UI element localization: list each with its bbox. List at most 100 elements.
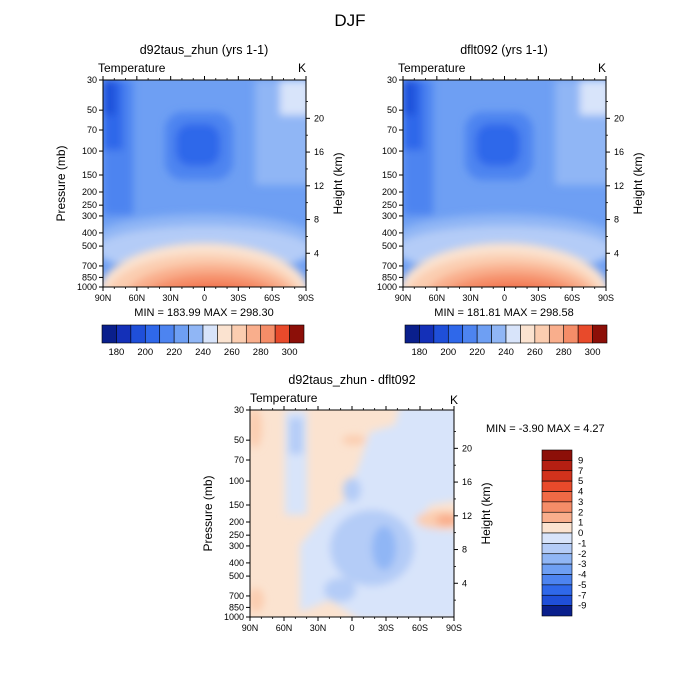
x-tick-label: 90S	[446, 623, 462, 633]
colorbar-box	[541, 584, 573, 596]
colorbar-label: 3	[578, 497, 583, 508]
colorbar-box	[541, 480, 573, 492]
x-tick-label: 90N	[95, 293, 112, 303]
x-tick-label: 30S	[230, 293, 246, 303]
colorbar-label: 200	[440, 347, 456, 358]
colorbar-box	[541, 522, 573, 534]
colorbar-box	[231, 324, 247, 344]
x-tick-label: 90N	[395, 293, 412, 303]
panel-2-contour-field	[403, 80, 606, 287]
panel-1: d92taus_zhun (yrs 1-1) Temperature K	[54, 43, 345, 358]
y-tick-label: 250	[229, 530, 244, 540]
colorbar-label: 1	[578, 518, 583, 529]
colorbar-box	[289, 324, 305, 344]
y-right-tick-label: 12	[614, 181, 624, 191]
colorbar-box	[404, 324, 420, 344]
colorbar-box	[541, 563, 573, 575]
y-tick-label: 850	[382, 272, 397, 282]
panel-3-min-max: MIN = -3.90 MAX = 4.27	[486, 423, 605, 435]
colorbar-label: 7	[578, 466, 583, 477]
panel-2-colorbar: 180 200 220 240 260 280 300	[404, 324, 608, 358]
colorbar-label: 200	[137, 347, 153, 358]
y-tick-label: 700	[82, 261, 97, 271]
colorbar-label: 4	[578, 487, 583, 498]
x-tick-label: 60S	[264, 293, 280, 303]
colorbar-label: -9	[578, 601, 586, 612]
panel-1-axes: 90N 60N 30N 0 30S 60S 90S 30 50 70 100 150 200 250300…	[54, 75, 345, 303]
y-tick-label: 250	[82, 200, 97, 210]
y-tick-label: 150	[82, 170, 97, 180]
y-tick-label: 30	[87, 75, 97, 85]
colorbar-box	[274, 324, 290, 344]
y-right-tick-label: 16	[462, 477, 472, 487]
y-right-tick-label: 20	[614, 113, 624, 123]
colorbar-label: 240	[195, 347, 211, 358]
y-tick-label: 100	[82, 146, 97, 156]
colorbar-box	[541, 532, 573, 544]
colorbar-label: 240	[498, 347, 514, 358]
y-tick-label: 150	[229, 500, 244, 510]
colorbar-box	[188, 324, 204, 344]
colorbar-box	[541, 491, 573, 503]
colorbar-box	[173, 324, 189, 344]
colorbar-label: 180	[108, 347, 124, 358]
x-tick-label: 90S	[298, 293, 314, 303]
colorbar-label: 280	[253, 347, 269, 358]
x-tick-label: 90S	[598, 293, 614, 303]
colorbar-box	[541, 605, 573, 617]
x-tick-label: 60S	[564, 293, 580, 303]
panel-2-title: dflt092 (yrs 1-1)	[460, 43, 548, 57]
y-tick-label: 300	[229, 541, 244, 551]
colorbar-box	[520, 324, 536, 344]
x-tick-label: 30N	[462, 293, 479, 303]
colorbar-label: 220	[469, 347, 485, 358]
y-axis-label: Pressure (mb)	[201, 475, 215, 551]
x-tick-label: 60N	[129, 293, 146, 303]
y-right-tick-label: 8	[614, 215, 619, 225]
page-title: DJF	[334, 11, 365, 30]
y-tick-label: 1000	[77, 282, 97, 292]
colorbar-box	[260, 324, 276, 344]
y-tick-label: 150	[382, 170, 397, 180]
y-right-axis-label: Height (km)	[631, 152, 645, 214]
colorbar-label: -1	[578, 538, 586, 549]
colorbar-box	[577, 324, 593, 344]
y-right-tick-label: 20	[314, 113, 324, 123]
y-tick-label: 200	[229, 517, 244, 527]
y-right-axis-label: Height (km)	[479, 482, 493, 544]
y-tick-label: 50	[234, 435, 244, 445]
colorbar-box	[563, 324, 579, 344]
y-tick-label: 400	[382, 228, 397, 238]
colorbar-box	[159, 324, 175, 344]
y-tick-label: 1000	[224, 612, 244, 622]
colorbar-box	[202, 324, 218, 344]
y-right-tick-label: 4	[614, 248, 619, 258]
colorbar-box	[433, 324, 449, 344]
y-axis-label: Pressure (mb)	[54, 145, 68, 221]
panel-3-contour-field	[250, 410, 454, 617]
y-tick-label: 300	[82, 211, 97, 221]
colorbar-label: 260	[527, 347, 543, 358]
colorbar-box	[541, 553, 573, 565]
colorbar-label: 5	[578, 476, 583, 487]
y-right-tick-label: 20	[462, 443, 472, 453]
colorbar-box	[541, 574, 573, 586]
colorbar-box	[245, 324, 262, 344]
y-right-tick-label: 4	[314, 248, 319, 258]
colorbar-box	[592, 324, 608, 344]
y-right-tick-label: 8	[462, 545, 467, 555]
x-tick-label: 60N	[429, 293, 446, 303]
y-tick-label: 30	[234, 405, 244, 415]
colorbar-label: -5	[578, 580, 586, 591]
colorbar-label: -2	[578, 549, 586, 560]
x-tick-label: 90N	[242, 623, 259, 633]
colorbar-box	[541, 449, 573, 461]
y-tick-label: 400	[82, 228, 97, 238]
x-tick-label: 0	[502, 293, 507, 303]
colorbar-box	[144, 324, 161, 344]
y-right-tick-label: 12	[314, 181, 324, 191]
x-tick-label: 60N	[276, 623, 293, 633]
panel-2-subtitle-right: K	[598, 61, 606, 75]
colorbar-box	[116, 324, 132, 344]
y-tick-label: 850	[82, 272, 97, 282]
